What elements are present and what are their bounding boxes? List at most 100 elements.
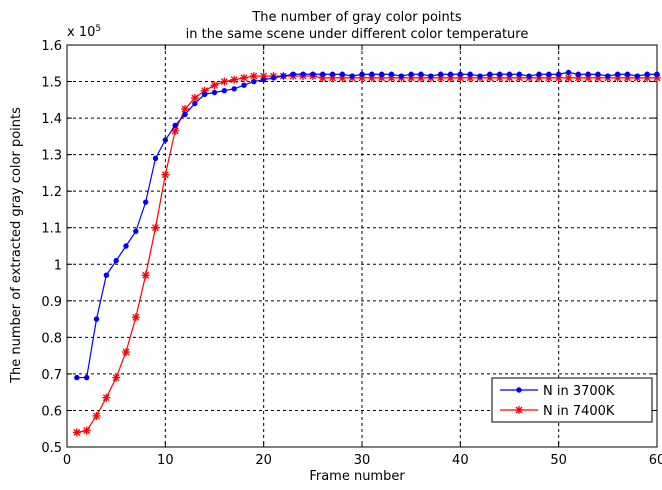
series-n-in-3700k (74, 69, 660, 381)
axis-ticks: 0 10 20 30 40 50 60 0.5 0.6 0.7 0.8 0.9 1 1.1 1.2 1.3 1.… (41, 39, 662, 468)
data-point-n-in-3700k (260, 77, 267, 83)
data-point-n-in-3700k (546, 71, 552, 77)
data-point-n-in-7400k (92, 411, 101, 420)
data-point-n-in-3700k (487, 71, 493, 77)
y-axis-label: The number of extracted gray color point… (9, 107, 24, 384)
data-point-n-in-3700k (516, 71, 523, 77)
chart-title-line-1: The number of gray color points (251, 10, 462, 25)
data-point-n-in-3700k (467, 71, 473, 77)
data-point-n-in-3700k (319, 71, 326, 77)
y-tick-label: 0.8 (41, 331, 62, 346)
data-point-n-in-7400k (131, 313, 140, 322)
data-point-n-in-3700k (182, 111, 188, 118)
legend-label-7400k: N in 7400K (543, 404, 615, 419)
data-point-n-in-7400k (72, 428, 81, 437)
data-point-n-in-3700k (221, 87, 228, 94)
data-point-n-in-3700k (496, 71, 503, 77)
data-point-n-in-3700k (359, 71, 365, 77)
data-point-n-in-7400k (220, 77, 229, 86)
data-point-n-in-7400k (210, 81, 219, 90)
data-point-n-in-3700k (83, 374, 90, 381)
y-tick-label: 0.6 (41, 404, 62, 419)
y-tick-label: 0.7 (41, 368, 62, 383)
data-point-n-in-7400k (141, 271, 150, 280)
data-point-n-in-3700k (133, 228, 139, 235)
data-point-n-in-3700k (113, 257, 119, 264)
y-tick-label: 1.2 (41, 185, 62, 200)
x-tick-label: 40 (452, 453, 469, 468)
data-point-n-in-3700k (369, 71, 375, 77)
legend-box (491, 377, 653, 423)
data-point-n-in-3700k (74, 374, 80, 381)
data-point-n-in-7400k (161, 170, 170, 179)
x-tick-label: 0 (63, 453, 71, 468)
data-point-n-in-3700k (192, 100, 198, 107)
data-point-n-in-3700k (437, 71, 444, 77)
data-point-n-in-3700k (201, 91, 208, 98)
data-point-n-in-7400k (122, 347, 130, 356)
data-point-n-in-3700k (300, 71, 306, 77)
data-point-n-in-7400k (249, 72, 258, 81)
data-point-n-in-3700k (211, 89, 218, 96)
data-point-n-in-3700k (536, 71, 542, 77)
data-point-n-in-3700k (152, 155, 159, 161)
x-tick-label: 20 (255, 453, 272, 468)
x-axis-label: Frame number (309, 469, 405, 484)
data-point-n-in-3700k (142, 199, 149, 205)
data-point-n-in-3700k (398, 73, 405, 79)
y-tick-label: 1.4 (41, 112, 62, 127)
data-point-n-in-3700k (418, 71, 424, 77)
x-tick-label: 60 (649, 453, 662, 468)
x-tick-label: 30 (354, 453, 371, 468)
y-tick-label: 1.1 (41, 222, 62, 237)
data-point-n-in-3700k (654, 71, 660, 77)
legend: N in 3700K N in 7400K (491, 377, 653, 423)
data-point-n-in-3700k (555, 71, 562, 77)
data-point-n-in-7400k (181, 104, 189, 113)
data-point-n-in-3700k (378, 71, 385, 77)
data-point-n-in-3700k (457, 71, 464, 77)
data-point-n-in-3700k (349, 73, 355, 79)
data-point-n-in-7400k (564, 73, 573, 82)
data-point-n-in-3700k (241, 82, 247, 88)
data-point-n-in-7400k (230, 75, 239, 84)
data-point-n-in-7400k (190, 93, 199, 102)
legend-label-3700k: N in 3700K (543, 384, 615, 399)
y-tick-label: 0.9 (41, 295, 62, 310)
data-point-n-in-3700k (506, 71, 513, 77)
data-point-n-in-3700k (329, 71, 336, 77)
y-axis-multiplier: x 105 (67, 24, 101, 40)
y-tick-label: 0.5 (41, 441, 62, 456)
data-point-n-in-3700k (172, 122, 178, 129)
data-point-n-in-3700k (280, 73, 287, 79)
x-tick-label: 50 (550, 453, 567, 468)
data-point-n-in-3700k (447, 71, 454, 77)
data-point-n-in-3700k (634, 73, 641, 79)
data-point-n-in-3700k (644, 71, 650, 77)
y-tick-label: 1 (54, 258, 62, 273)
y-tick-label: 1.3 (41, 149, 62, 164)
y-tick-label: 1.6 (41, 39, 62, 54)
data-point-n-in-3700k (388, 71, 395, 77)
data-point-n-in-3700k (231, 86, 237, 92)
data-point-n-in-3700k (162, 137, 169, 143)
data-point-n-in-3700k (614, 71, 621, 77)
data-point-n-in-3700k (605, 73, 611, 79)
legend-marker (515, 406, 523, 414)
data-point-n-in-3700k (585, 71, 591, 77)
data-point-n-in-3700k (595, 71, 601, 77)
data-point-n-in-3700k (103, 272, 110, 278)
data-point-n-in-3700k (290, 71, 296, 77)
data-point-n-in-7400k (151, 223, 160, 232)
data-point-n-in-3700k (526, 73, 532, 79)
data-point-n-in-3700k (565, 69, 572, 76)
data-point-n-in-3700k (123, 243, 129, 249)
data-point-n-in-3700k (93, 316, 100, 322)
series-layer (72, 69, 661, 437)
data-point-n-in-3700k (310, 71, 316, 77)
data-point-n-in-3700k (575, 71, 582, 77)
chart-title-line-2: in the same scene under different color … (186, 27, 529, 42)
grid (67, 45, 657, 447)
